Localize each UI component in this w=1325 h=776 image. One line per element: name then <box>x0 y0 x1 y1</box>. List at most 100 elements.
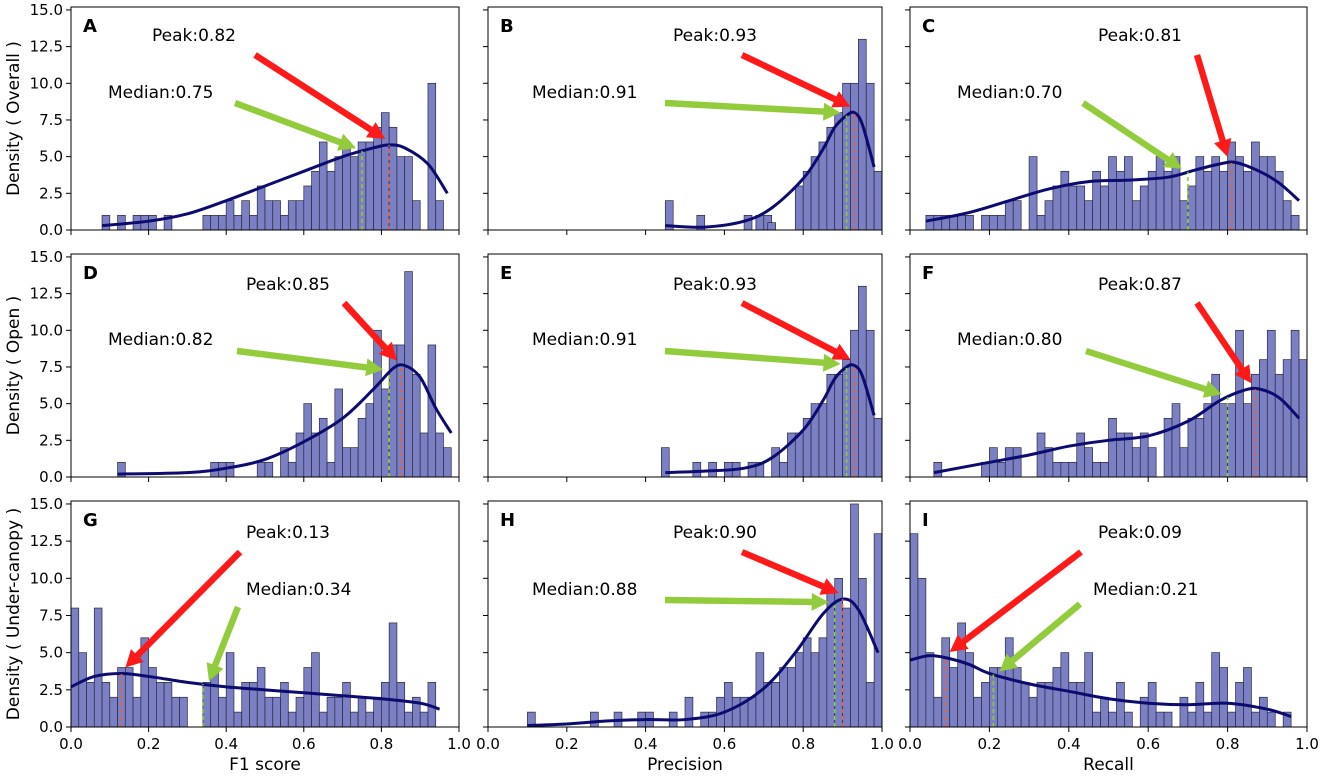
peak-arrow <box>1194 301 1252 384</box>
median-label: Median:0.91 <box>532 83 637 103</box>
histogram-bar <box>1219 403 1228 478</box>
panel-letter: E <box>500 263 512 284</box>
panel-f: F Peak:0.87 Median:0.80 <box>905 253 1308 482</box>
histogram-bar <box>381 112 390 231</box>
histogram-bar <box>396 682 406 728</box>
histogram-bar <box>965 214 974 231</box>
histogram-bar <box>1235 156 1244 231</box>
median-arrow <box>206 605 241 682</box>
histogram-bar <box>326 461 336 478</box>
y-tick-label: 2.5 <box>39 431 63 449</box>
histogram-bar <box>264 200 274 231</box>
y-tick-label: 10.0 <box>30 74 63 92</box>
histogram-bar <box>1052 667 1062 728</box>
histogram-bar <box>1274 373 1284 478</box>
kde-curve <box>527 597 880 728</box>
plot-frame <box>487 253 883 478</box>
histogram-bar <box>373 696 382 728</box>
y-tick-label: 0.0 <box>39 718 63 736</box>
histogram-bar <box>1187 711 1197 728</box>
median-arrow <box>664 347 841 372</box>
y-tick-label: 5.0 <box>39 395 63 413</box>
median-arrow <box>1085 348 1222 398</box>
histogram-bar <box>973 696 982 728</box>
histogram-bar <box>767 222 776 231</box>
histogram-bar <box>287 461 297 478</box>
histogram-bar <box>326 170 336 231</box>
y-tick-label: 12.5 <box>30 285 63 303</box>
histogram-bar <box>957 214 966 231</box>
x-tick-label: 1.0 <box>870 735 894 753</box>
kde-curve <box>665 363 876 475</box>
plot-frame <box>70 500 460 728</box>
histogram-bar <box>1012 667 1022 728</box>
histogram-bar <box>989 214 998 231</box>
histogram-bar <box>171 696 180 728</box>
histogram-bar <box>802 170 812 231</box>
histogram-bar <box>93 607 103 728</box>
plot-frame <box>70 6 460 231</box>
histogram-bar <box>1171 403 1181 478</box>
y-tick-label: 5.0 <box>39 644 63 662</box>
histogram-bar <box>1203 711 1213 728</box>
histogram-bar <box>996 461 1006 478</box>
histogram-bar <box>933 461 943 478</box>
histogram-bar <box>388 622 398 728</box>
histogram-bar <box>70 607 80 728</box>
histogram-bar <box>295 432 305 478</box>
histogram-bar <box>1266 711 1276 728</box>
histogram-bar <box>280 682 289 728</box>
histogram-bar <box>272 200 281 231</box>
kde-curve <box>665 110 876 229</box>
median-label: Median:0.75 <box>108 83 213 103</box>
histogram-bar <box>1251 711 1260 728</box>
histogram-bar <box>1092 711 1101 728</box>
panel-letter: A <box>83 16 97 37</box>
peak-arrow <box>949 549 1083 652</box>
histogram-bar <box>1163 417 1173 478</box>
histogram-bar <box>311 432 320 478</box>
x-tick-label: 0.6 <box>1136 735 1160 753</box>
histogram-bar <box>1004 447 1014 478</box>
histogram-bar <box>210 214 219 231</box>
histogram-bar <box>1068 682 1078 728</box>
histogram-bar <box>834 373 843 478</box>
histogram-bar <box>342 682 351 728</box>
histogram-bar <box>1259 696 1268 728</box>
histogram-bar <box>350 156 359 231</box>
histogram-bar <box>202 682 212 728</box>
histogram-bar <box>1108 711 1117 728</box>
histogram-bar <box>1036 682 1046 728</box>
histogram-bar <box>933 696 943 728</box>
median-arrow <box>999 601 1083 672</box>
histogram-bar <box>1131 200 1141 231</box>
y-tick-label: 12.5 <box>30 532 63 550</box>
histogram-bar <box>1108 156 1117 231</box>
histogram-bar <box>802 637 812 728</box>
histogram-bar <box>996 214 1006 231</box>
histogram-bar <box>1028 696 1038 728</box>
histogram-bar <box>1139 185 1149 231</box>
panel-letter: F <box>922 263 934 284</box>
kde-curve <box>117 363 453 476</box>
histogram-bar <box>311 652 320 728</box>
y-axis-label: Density ( Under-canopy ) <box>4 508 24 720</box>
histogram-bar <box>311 170 320 231</box>
histogram-bar <box>724 682 733 728</box>
median-label: Median:0.80 <box>957 330 1062 350</box>
histogram-bar <box>981 214 990 231</box>
y-tick-label: 2.5 <box>39 681 63 699</box>
histogram-bar <box>326 696 336 728</box>
x-tick-label: 0.2 <box>977 735 1001 753</box>
histogram-bar <box>1100 185 1109 231</box>
histogram-bar <box>287 200 297 231</box>
histogram-bar <box>388 344 398 478</box>
x-tick-label: 0.4 <box>1057 735 1081 753</box>
histogram-bar <box>388 126 398 231</box>
histogram-bar <box>1084 200 1093 231</box>
histogram-bar <box>124 667 134 728</box>
histogram-bar <box>202 214 212 231</box>
histogram-bar <box>1108 417 1117 478</box>
histogram-bar <box>334 156 343 231</box>
peak-arrow <box>740 300 851 360</box>
